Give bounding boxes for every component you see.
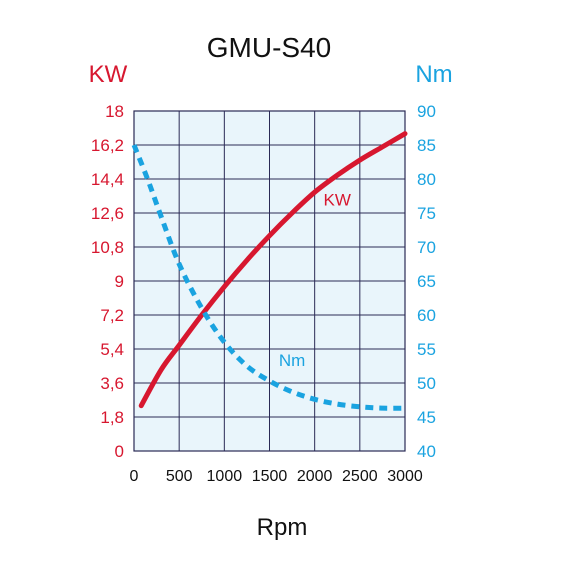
y-left-tick-label: 1,8 (100, 408, 124, 427)
y-right-tick-label: 55 (417, 340, 436, 359)
y-right-tick-label: 40 (417, 442, 436, 461)
y-right-tick-label: 90 (417, 102, 436, 121)
y-left-tick-label: 5,4 (100, 340, 124, 359)
y-right-tick-label: 85 (417, 136, 436, 155)
x-tick-label: 1000 (207, 468, 243, 485)
y-right-tick-label: 70 (417, 238, 436, 257)
y-right-tick-label: 65 (417, 272, 436, 291)
y-right-tick-label: 80 (417, 170, 436, 189)
series-line-kw (138, 131, 408, 409)
series-label-background (321, 191, 354, 212)
series-line-nm (131, 144, 406, 411)
x-tick-label: 1500 (252, 468, 288, 485)
y-left-tick-label: 10,8 (91, 238, 124, 257)
x-tick-label: 500 (166, 468, 193, 485)
x-tick-label: 3000 (387, 468, 423, 485)
right-axis-unit-label: Nm (415, 61, 452, 88)
series-layer: KW Nm (131, 131, 408, 411)
left-axis-unit-label: KW (89, 61, 128, 88)
y-left-tick-label: 3,6 (100, 374, 124, 393)
y-left-tick-label: 12,6 (91, 204, 124, 223)
x-tick-label: 2000 (297, 468, 333, 485)
y-left-tick-label: 14,4 (91, 170, 124, 189)
tick-labels: 0 1,8 3,6 5,4 7,2 9 10,8 12,6 14,4 16,2 18 40 45 50 55… (91, 102, 436, 485)
x-tick-label: 0 (130, 468, 139, 485)
series-label-kw: KW (324, 190, 351, 209)
x-axis-label: Rpm (257, 514, 308, 541)
y-left-tick-label: 18 (105, 102, 124, 121)
y-right-tick-label: 75 (417, 204, 436, 223)
series-label-background (276, 352, 309, 372)
y-right-tick-label: 60 (417, 306, 436, 325)
grid (133, 110, 406, 452)
y-left-tick-label: 16,2 (91, 136, 124, 155)
y-left-tick-label: 7,2 (100, 306, 124, 325)
x-tick-label: 2500 (342, 468, 378, 485)
chart-title: GMU-S40 (207, 32, 331, 63)
y-right-tick-label: 45 (417, 408, 436, 427)
series-label-nm: Nm (279, 351, 305, 370)
y-left-tick-label: 9 (115, 272, 124, 291)
plot-border (133, 110, 406, 452)
y-right-tick-label: 50 (417, 374, 436, 393)
y-left-tick-label: 0 (115, 442, 124, 461)
